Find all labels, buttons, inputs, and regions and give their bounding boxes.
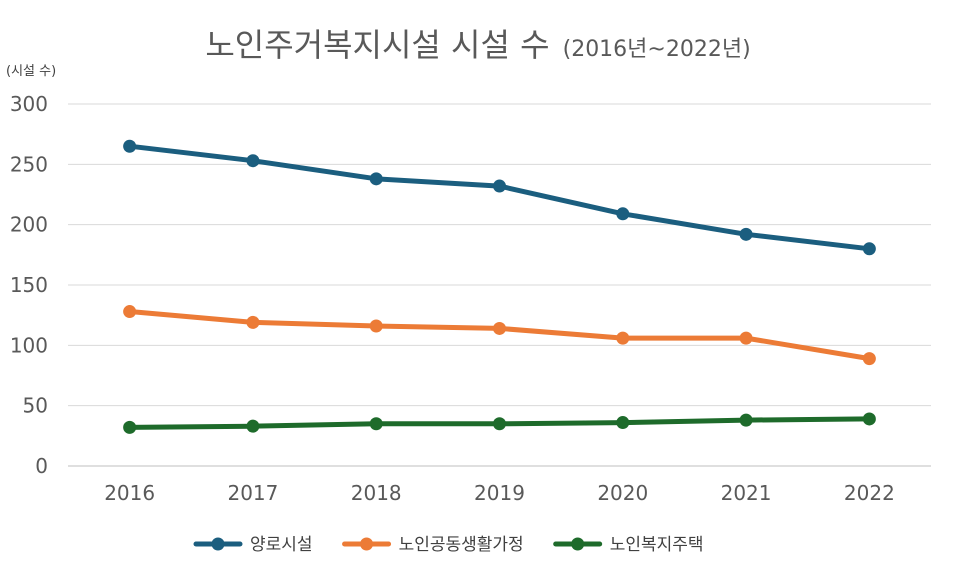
series-1: [123, 139, 876, 256]
x-tick-label: 2019: [474, 481, 525, 505]
data-point: [493, 321, 506, 335]
data-point: [739, 227, 753, 241]
data-point: [369, 417, 383, 431]
x-tick-label: 2021: [721, 481, 772, 505]
gridlines: [68, 103, 931, 467]
data-point: [123, 139, 137, 153]
series-line: [127, 309, 872, 362]
series-2: [123, 305, 876, 366]
legend-marker: [211, 537, 225, 551]
data-point: [246, 419, 260, 433]
data-point: [246, 154, 260, 168]
series-3: [123, 412, 876, 434]
data-point: [862, 352, 876, 366]
legend-label: 양로시설: [250, 535, 313, 555]
data-point: [862, 412, 876, 426]
y-tick-label: 200: [10, 213, 48, 237]
x-tick-label: 2017: [227, 481, 278, 505]
legend-item-3: 노인복지주택: [553, 535, 704, 555]
legend: 양로시설 노인공동생활가정 노인복지주택: [193, 535, 704, 555]
y-tick-label: 150: [10, 273, 48, 297]
y-tick-label: 0: [35, 454, 48, 478]
y-tick-label: 300: [10, 92, 48, 116]
x-tick-label: 2016: [104, 481, 155, 505]
chart-title-main: 노인주거복지시설 시설 수: [205, 26, 549, 64]
legend-marker: [360, 537, 374, 551]
data-point: [123, 305, 137, 319]
y-tick-label: 100: [10, 333, 48, 357]
x-axis-ticks: 2016 2017 2018 2019 2020 2021 2022: [104, 481, 895, 505]
y-axis-ticks: 0 50 100 150 200 250 300: [10, 92, 48, 478]
data-point: [739, 413, 753, 427]
legend-label: 노인공동생활가정: [399, 535, 524, 555]
legend-marker: [571, 537, 585, 551]
data-point: [246, 315, 260, 329]
y-tick-label: 50: [23, 394, 48, 418]
series-group: [123, 139, 876, 434]
legend-label: 노인복지주택: [610, 535, 704, 555]
data-point: [616, 331, 630, 345]
x-tick-label: 2018: [351, 481, 402, 505]
data-point: [739, 331, 753, 345]
chart-title-sub: (2016년~2022년): [563, 37, 751, 62]
legend-item-1: 양로시설: [193, 535, 313, 555]
series-line: [127, 143, 872, 252]
data-point: [616, 207, 630, 221]
x-tick-label: 2022: [844, 481, 895, 505]
y-tick-label: 250: [10, 152, 48, 176]
data-point: [123, 420, 137, 434]
data-point: [369, 319, 383, 333]
data-point: [369, 172, 383, 186]
data-point: [493, 417, 506, 431]
chart-title: 노인주거복지시설 시설 수 (2016년~2022년): [205, 26, 750, 64]
legend-item-2: 노인공동생활가정: [342, 535, 524, 555]
x-tick-label: 2020: [597, 481, 648, 505]
data-point: [616, 416, 630, 430]
y-axis-label: (시설 수): [6, 64, 56, 79]
data-point: [862, 242, 876, 256]
data-point: [493, 179, 506, 193]
